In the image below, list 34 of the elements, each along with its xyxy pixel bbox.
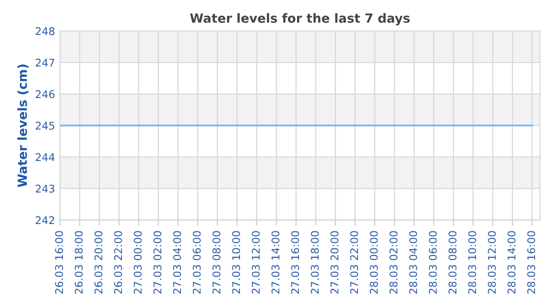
x-tick-label: 27.03 14:00 [271, 231, 280, 294]
x-tick-label: 28.03 12:00 [488, 231, 496, 294]
x-tick-label: 27.03 16:00 [291, 231, 300, 294]
x-tick-label: 27.03 18:00 [310, 231, 319, 294]
x-tick-label: 27.03 20:00 [330, 231, 338, 294]
y-tick-label: 243 [36, 184, 54, 193]
x-tick-label: 26.03 20:00 [94, 231, 102, 294]
x-tick-label: 27.03 12:00 [252, 231, 260, 294]
y-axis-title: Water levels (cm) [17, 64, 28, 188]
chart-title: Water levels for the last 7 days [190, 13, 410, 26]
x-tick-label: 28.03 04:00 [409, 231, 418, 294]
x-tick-label: 26.03 16:00 [55, 231, 64, 294]
x-tick-label: 27.03 06:00 [192, 231, 201, 294]
y-tick-label: 244 [36, 153, 55, 162]
x-tick-label: 28.03 14:00 [508, 231, 516, 294]
x-tick-label: 27.03 10:00 [232, 231, 240, 294]
x-tick-label: 28.03 16:00 [527, 231, 536, 294]
y-tick-label: 248 [36, 27, 54, 36]
x-tick-label: 28.03 10:00 [468, 231, 476, 294]
y-tick-label: 245 [36, 122, 54, 130]
x-tick-label: 26.03 22:00 [114, 231, 122, 294]
y-tick-label: 247 [36, 58, 54, 67]
x-tick-label: 27.03 02:00 [153, 231, 162, 294]
x-tick-label: 27.03 04:00 [173, 231, 182, 294]
x-tick-label: 26.03 18:00 [74, 231, 83, 294]
x-tick-label: 28.03 08:00 [448, 231, 457, 294]
y-tick-label: 242 [36, 216, 54, 224]
x-tick-label: 28.03 00:00 [370, 231, 378, 294]
x-tick-label: 27.03 00:00 [134, 231, 142, 294]
x-tick-label: 28.03 02:00 [390, 231, 398, 294]
y-tick-label: 246 [36, 90, 54, 98]
x-tick-label: 28.03 06:00 [428, 231, 437, 294]
x-tick-label: 27.03 08:00 [212, 231, 220, 294]
x-tick-label: 27.03 22:00 [350, 231, 358, 294]
